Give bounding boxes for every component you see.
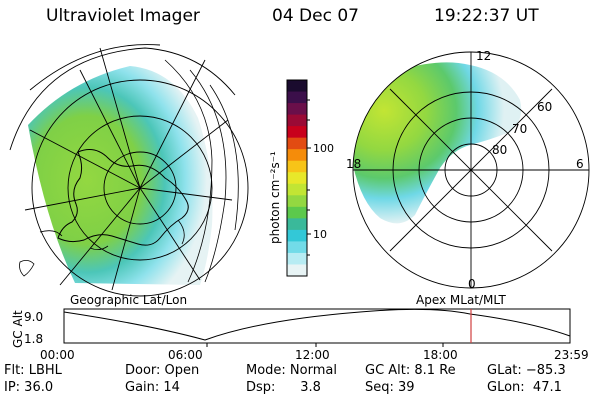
seq-status: Seq: 39	[365, 380, 415, 395]
ring-label-70: 70	[512, 122, 527, 136]
magnetic-polar-plot: 12 18 6 0 60 70 80	[346, 49, 590, 291]
colorbar-band	[287, 160, 307, 173]
mlt-label-18: 18	[346, 157, 361, 171]
instrument-title: Ultraviolet Imager	[46, 6, 200, 26]
colorbar-band	[287, 229, 307, 242]
colorbar-unit-label: photon cm⁻²s⁻¹	[268, 151, 282, 244]
right-map-caption: Apex MLat/MLT	[416, 293, 506, 307]
orbit-timeline: GC Alt 9.0 1.8 00:00 06:00 12:00 18:00 2…	[11, 308, 589, 362]
timeline-ylabel: GC Alt	[11, 310, 25, 348]
dsp-status: Dsp: 3.8	[246, 380, 321, 395]
uv-aurora-image-right	[353, 62, 522, 224]
alt-tick-max: 9.0	[24, 310, 43, 324]
colorbar-band	[287, 264, 307, 277]
lon-lines	[24, 47, 233, 291]
time-tick-1800: 18:00	[423, 348, 458, 362]
door-status: Door: Open	[125, 363, 200, 378]
colorbar-band	[287, 137, 307, 150]
time-tick-0000: 00:00	[40, 348, 75, 362]
mode-status: Mode: Normal	[246, 363, 337, 378]
colorbar-band	[287, 80, 307, 93]
colorbar-band	[287, 126, 307, 139]
antarctica-coastline	[57, 149, 189, 246]
colorbar-band	[287, 218, 307, 231]
ip-status: IP: 36.0	[4, 380, 54, 395]
time-tick-0600: 06:00	[168, 348, 203, 362]
time-tick-2359: 23:59	[554, 348, 589, 362]
mlt-label-6: 6	[576, 157, 584, 171]
colorbar-band	[287, 252, 307, 265]
time-tick-1200: 12:00	[295, 348, 330, 362]
glon-status: GLon: 47.1	[487, 380, 562, 395]
colorbar-band	[287, 91, 307, 104]
observation-time: 19:22:37 UT	[434, 6, 539, 26]
left-map-caption: Geographic Lat/Lon	[70, 293, 187, 307]
gc-alt-status: GC Alt: 8.1 Re	[365, 363, 456, 378]
map-side-arcs	[164, 59, 239, 283]
mlt-lines	[353, 52, 589, 288]
colorbar-band	[287, 195, 307, 208]
colorbar-tick-10: 10	[313, 228, 327, 241]
colorbar-gradient	[287, 80, 307, 277]
alt-tick-min: 1.8	[24, 332, 43, 346]
ring-label-60: 60	[537, 100, 552, 114]
observation-date: 04 Dec 07	[272, 6, 359, 26]
colorbar-band	[287, 103, 307, 116]
colorbar-band	[287, 206, 307, 219]
geographic-map	[9, 44, 249, 297]
glat-status: GLat: −85.3	[487, 363, 566, 378]
colorbar-band	[287, 241, 307, 254]
colorbar-band	[287, 183, 307, 196]
coast-detail	[39, 219, 185, 250]
mlt-label-0: 0	[468, 277, 476, 291]
ring-label-80: 80	[492, 143, 507, 157]
gain-status: Gain: 14	[125, 380, 180, 395]
filter-status: Flt: LBHL	[4, 363, 62, 378]
island-shape	[19, 260, 35, 277]
colorbar: 100 10 photon cm⁻²s⁻¹	[268, 79, 334, 277]
lat-circles	[9, 44, 249, 297]
mlt-label-12: 12	[476, 49, 491, 63]
colorbar-band	[287, 149, 307, 162]
altitude-curve	[63, 308, 571, 341]
colorbar-band	[287, 172, 307, 185]
colorbar-tick-100: 100	[313, 142, 334, 155]
colorbar-band	[287, 114, 307, 127]
